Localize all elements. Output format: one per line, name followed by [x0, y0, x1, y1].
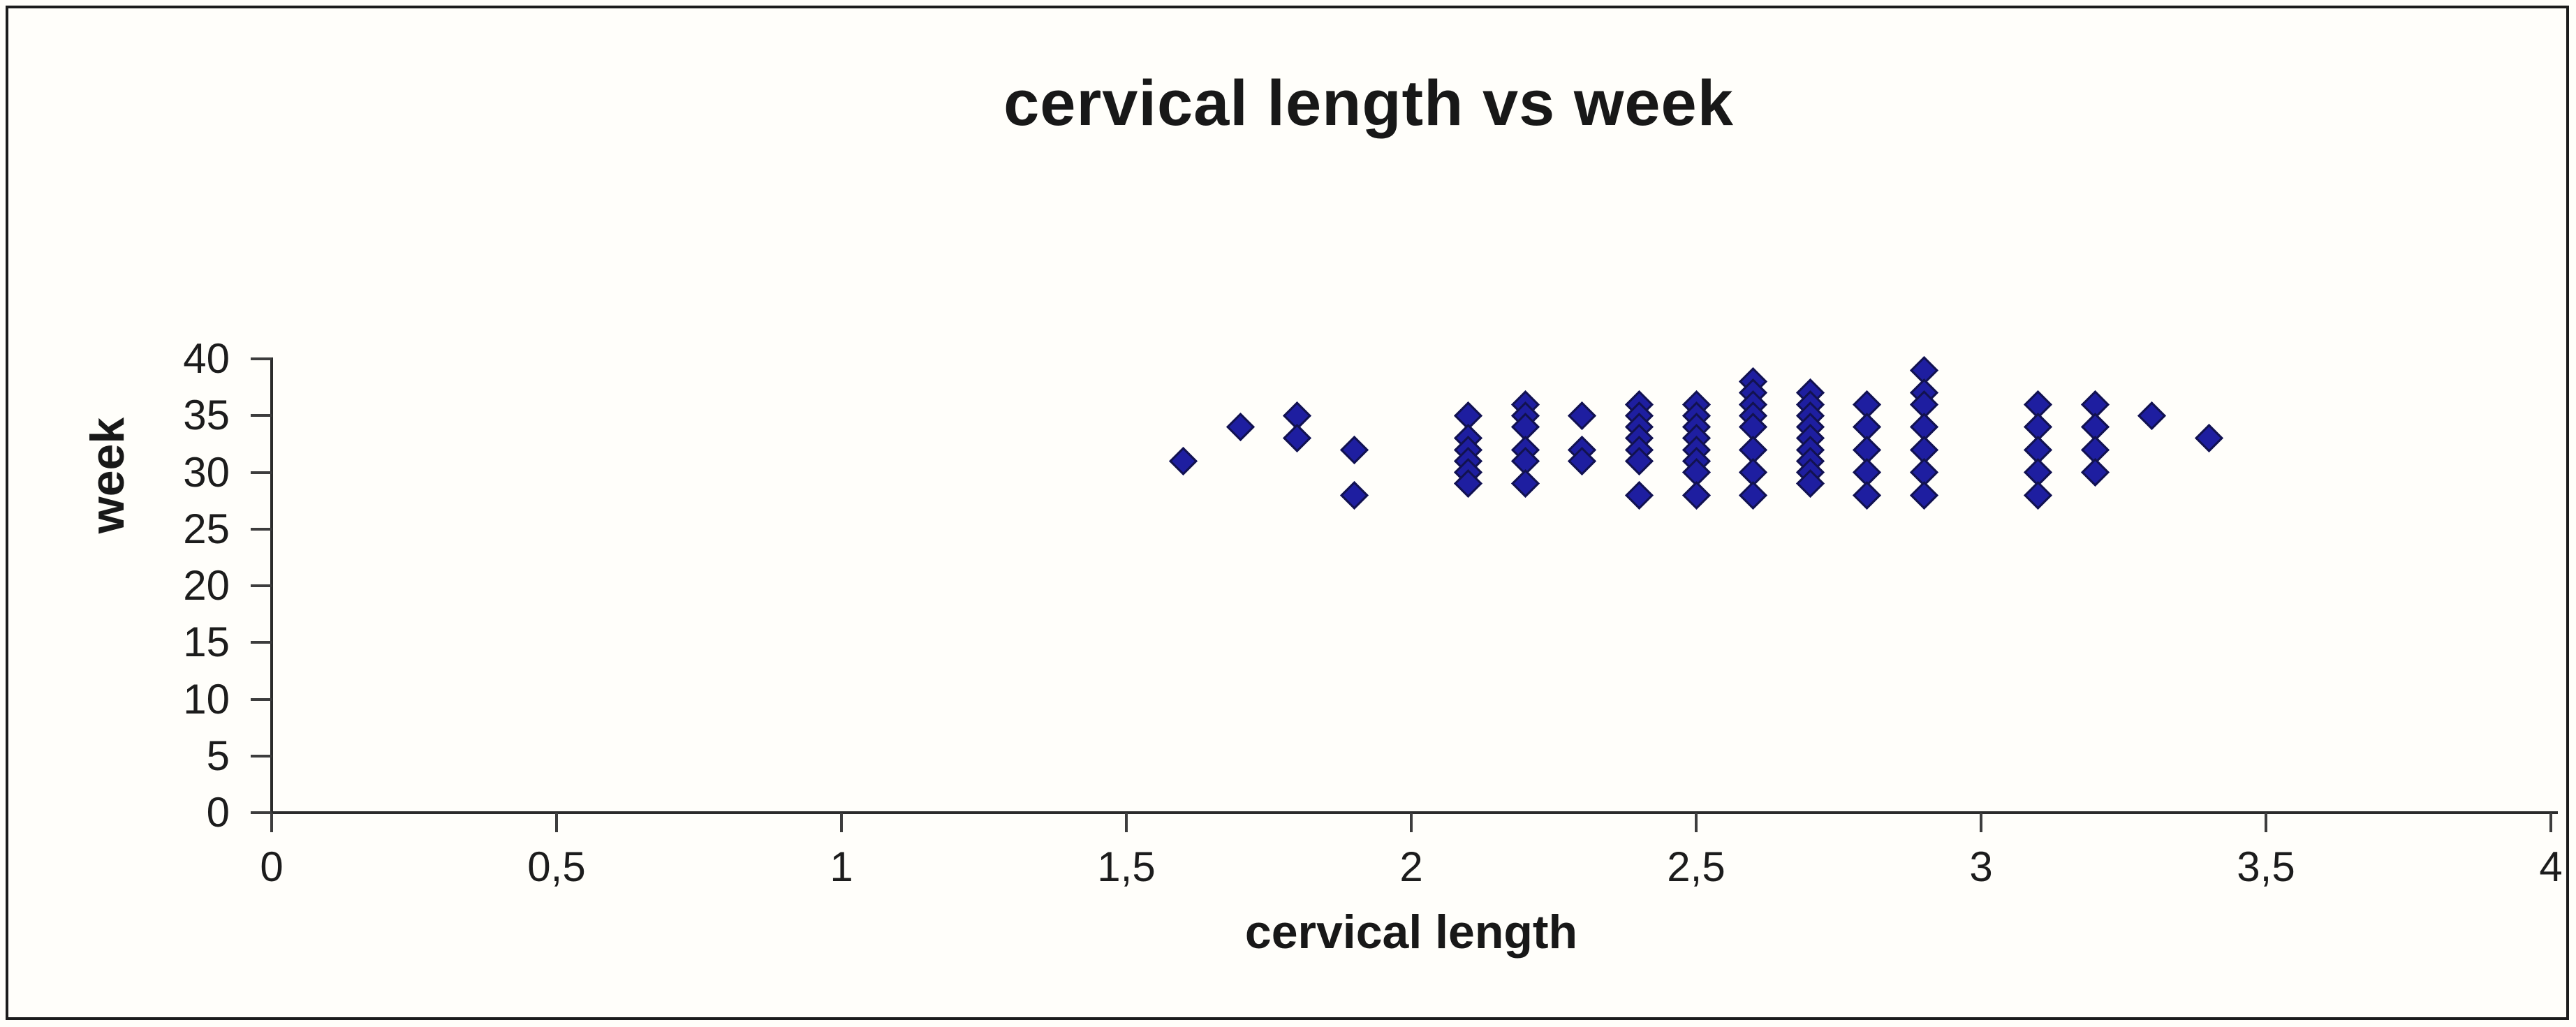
x-axis-tick — [1695, 813, 1698, 832]
x-axis-title: cervical length — [1244, 906, 1578, 959]
x-tick-label: 1 — [830, 843, 853, 890]
y-axis-tick — [251, 697, 272, 701]
y-axis-tick — [251, 754, 272, 758]
y-tick-label: 5 — [206, 732, 230, 779]
x-tick-label: 4 — [2539, 843, 2563, 890]
y-tick-label: 40 — [183, 335, 230, 382]
y-axis-tick — [251, 414, 272, 418]
y-tick-label: 10 — [183, 675, 230, 723]
y-tick-label: 15 — [183, 619, 230, 666]
data-point — [1339, 435, 1369, 464]
screenshot-border-frame — [6, 6, 2569, 1020]
y-axis-line — [270, 357, 273, 814]
y-axis-tick — [251, 811, 272, 814]
data-point — [1909, 480, 1938, 510]
y-tick-label: 0 — [206, 789, 230, 836]
x-axis-tick — [1980, 813, 1982, 832]
x-tick-label: 3 — [1969, 843, 1993, 890]
y-axis-tick — [251, 584, 272, 587]
data-point — [1568, 401, 1597, 430]
x-tick-label: 0 — [260, 843, 284, 890]
x-tick-label: 1,5 — [1097, 843, 1156, 890]
x-axis-tick — [555, 813, 558, 832]
data-point — [2080, 457, 2110, 487]
x-axis-tick — [2265, 813, 2267, 832]
data-point — [1510, 469, 1540, 498]
x-axis-tick — [840, 813, 843, 832]
data-point — [1681, 480, 1711, 510]
x-axis-tick — [1125, 813, 1128, 832]
y-tick-label: 20 — [183, 562, 230, 609]
data-point — [1169, 446, 1198, 475]
y-axis-tick — [251, 357, 272, 360]
x-axis-tick — [1410, 813, 1413, 832]
data-point — [1624, 480, 1654, 510]
x-tick-label: 3,5 — [2237, 843, 2295, 890]
data-point — [1739, 480, 1768, 510]
x-tick-label: 2 — [1399, 843, 1423, 890]
x-tick-label: 2,5 — [1667, 843, 1725, 890]
y-axis-tick — [251, 641, 272, 644]
x-axis-tick — [270, 813, 273, 832]
data-point — [2024, 480, 2053, 510]
chart-title: cervical length vs week — [1003, 68, 1734, 139]
data-point — [2194, 424, 2223, 453]
x-axis-line — [270, 811, 2558, 814]
y-axis-tick — [251, 471, 272, 474]
data-point — [1283, 424, 1312, 453]
data-point — [1853, 480, 1882, 510]
x-axis-tick — [2549, 813, 2552, 832]
x-tick-label: 0,5 — [527, 843, 586, 890]
y-tick-label: 35 — [183, 392, 230, 439]
y-axis-tick — [251, 527, 272, 531]
y-tick-label: 25 — [183, 505, 230, 552]
data-point — [1226, 412, 1255, 442]
data-point — [2137, 401, 2167, 430]
y-tick-label: 30 — [183, 448, 230, 496]
data-point — [1339, 480, 1369, 510]
